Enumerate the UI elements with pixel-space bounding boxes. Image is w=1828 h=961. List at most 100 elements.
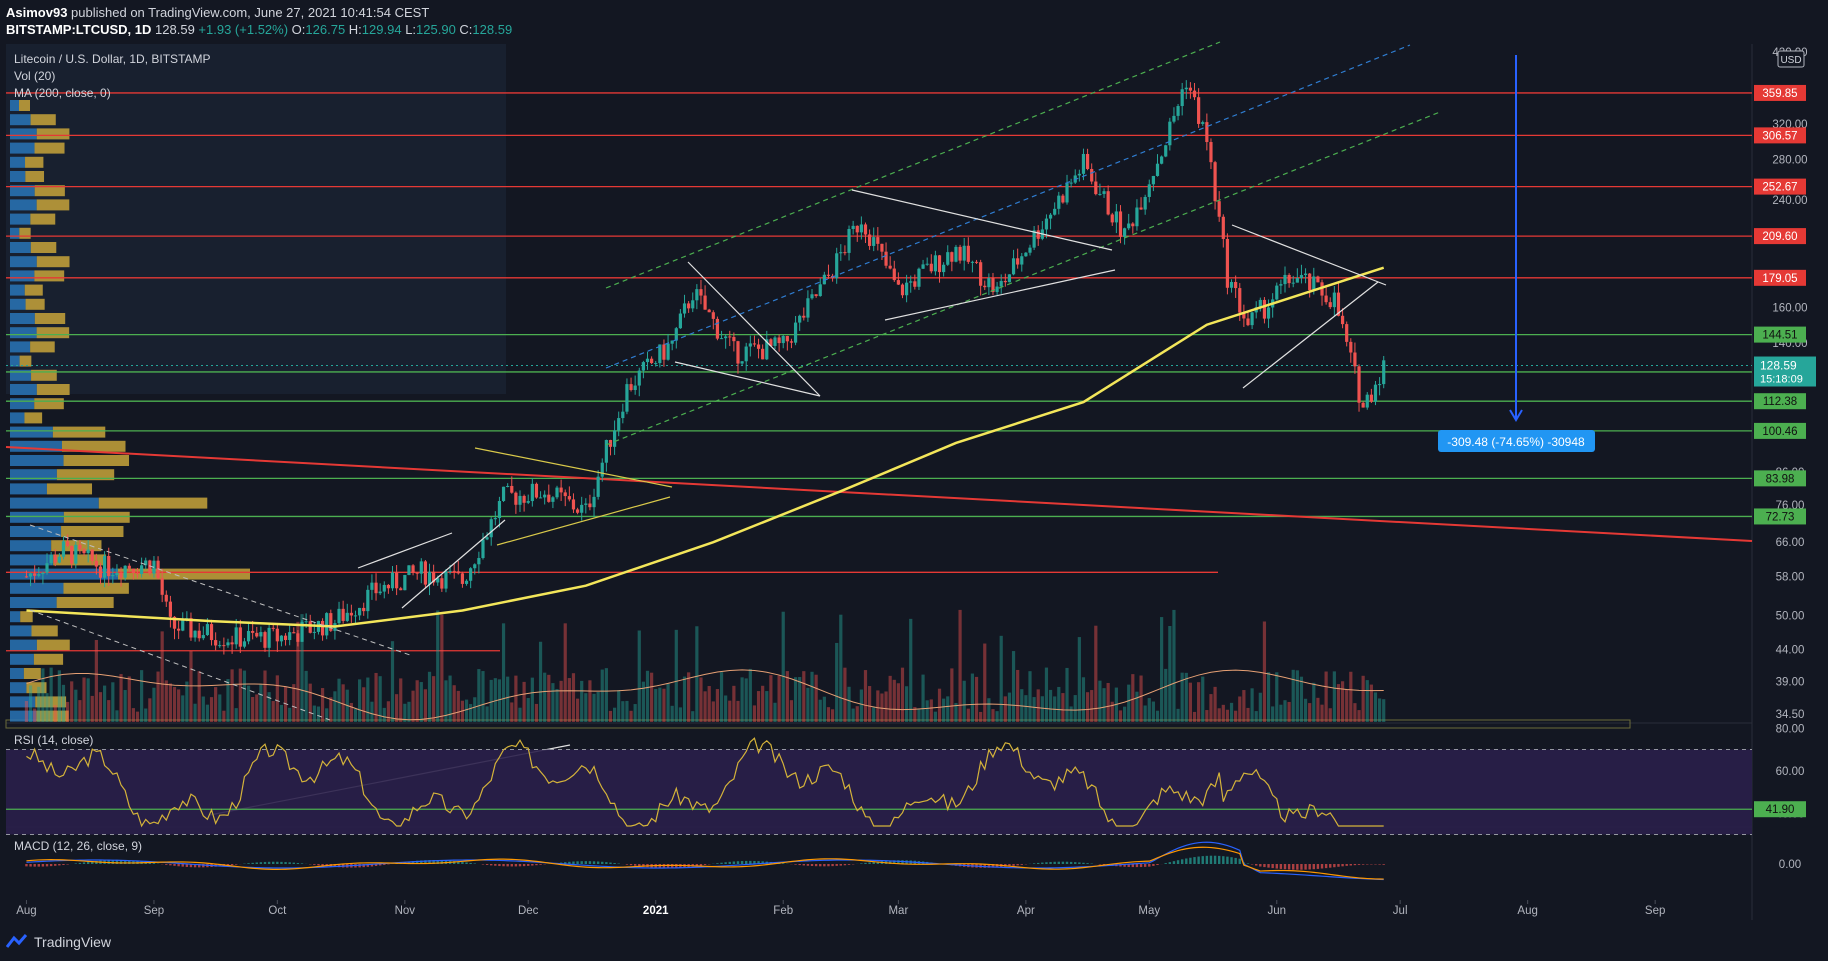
candle-body[interactable] bbox=[349, 612, 353, 616]
candle-body[interactable] bbox=[156, 560, 160, 579]
candle-body[interactable] bbox=[674, 328, 678, 341]
candle-body[interactable] bbox=[752, 343, 757, 345]
candle-body[interactable] bbox=[1024, 252, 1028, 257]
candle-body[interactable] bbox=[777, 337, 781, 344]
candle-body[interactable] bbox=[534, 483, 539, 498]
candle-body[interactable] bbox=[867, 234, 872, 246]
rsi-line[interactable] bbox=[26, 737, 1384, 828]
candle-body[interactable] bbox=[1188, 87, 1193, 91]
candle-body[interactable] bbox=[374, 582, 378, 594]
candle-body[interactable] bbox=[793, 322, 798, 343]
candle-body[interactable] bbox=[337, 608, 341, 624]
candle-body[interactable] bbox=[1069, 182, 1073, 184]
candle-body[interactable] bbox=[1176, 106, 1180, 116]
candle-body[interactable] bbox=[1147, 184, 1151, 197]
candle-body[interactable] bbox=[806, 298, 810, 318]
candle-body[interactable] bbox=[436, 578, 440, 583]
candle-body[interactable] bbox=[1340, 315, 1345, 325]
candle-body[interactable] bbox=[1209, 142, 1213, 163]
candle-body[interactable] bbox=[1081, 153, 1086, 174]
triangle-line[interactable] bbox=[851, 189, 1113, 251]
candle-body[interactable] bbox=[485, 537, 489, 540]
candle-body[interactable] bbox=[140, 565, 144, 574]
candle-body[interactable] bbox=[432, 571, 436, 583]
candle-body[interactable] bbox=[456, 571, 460, 574]
candle-body[interactable] bbox=[1279, 284, 1283, 286]
candle-body[interactable] bbox=[526, 501, 530, 503]
candle-body[interactable] bbox=[1316, 276, 1320, 283]
candle-body[interactable] bbox=[357, 607, 362, 616]
footer-brand[interactable]: TradingView bbox=[34, 934, 112, 950]
candle-body[interactable] bbox=[127, 565, 131, 569]
candle-body[interactable] bbox=[1172, 115, 1176, 122]
candle-body[interactable] bbox=[1127, 223, 1131, 229]
candle-body[interactable] bbox=[559, 487, 563, 493]
candle-body[interactable] bbox=[399, 588, 403, 591]
candle-body[interactable] bbox=[765, 339, 769, 360]
candle-body[interactable] bbox=[1201, 122, 1205, 124]
candle-body[interactable] bbox=[366, 589, 370, 612]
candle-body[interactable] bbox=[279, 635, 284, 642]
candle-body[interactable] bbox=[584, 503, 588, 505]
candle-body[interactable] bbox=[1007, 274, 1012, 283]
candle-body[interactable] bbox=[1266, 307, 1271, 319]
candle-body[interactable] bbox=[1028, 247, 1032, 253]
candle-body[interactable] bbox=[288, 632, 292, 641]
candle-body[interactable] bbox=[304, 621, 308, 623]
candle-body[interactable] bbox=[255, 632, 259, 637]
candle-body[interactable] bbox=[1336, 292, 1341, 316]
candle-body[interactable] bbox=[1287, 274, 1291, 284]
candle-body[interactable] bbox=[246, 630, 251, 642]
measure-label-box[interactable] bbox=[1438, 430, 1595, 452]
candle-body[interactable] bbox=[592, 496, 596, 508]
macd-signal-line[interactable] bbox=[26, 846, 1384, 880]
candle-body[interactable] bbox=[90, 549, 94, 561]
candle-body[interactable] bbox=[1345, 324, 1349, 342]
candle-body[interactable] bbox=[1003, 280, 1007, 283]
candle-body[interactable] bbox=[859, 224, 863, 233]
candle-body[interactable] bbox=[423, 561, 428, 585]
candle-body[interactable] bbox=[909, 281, 913, 283]
candle-body[interactable] bbox=[1275, 285, 1279, 300]
candle-body[interactable] bbox=[444, 571, 448, 589]
candle-body[interactable] bbox=[900, 284, 905, 296]
candle-body[interactable] bbox=[1205, 122, 1209, 143]
candle-body[interactable] bbox=[851, 225, 855, 230]
candle-body[interactable] bbox=[427, 571, 432, 585]
candle-body[interactable] bbox=[510, 485, 514, 493]
candle-body[interactable] bbox=[835, 253, 839, 279]
candle-body[interactable] bbox=[575, 509, 580, 513]
candle-body[interactable] bbox=[658, 344, 662, 364]
candle-body[interactable] bbox=[621, 411, 625, 419]
candle-body[interactable] bbox=[974, 261, 979, 263]
down-trend-line[interactable] bbox=[29, 524, 411, 656]
candle-body[interactable] bbox=[580, 504, 584, 513]
candle-body[interactable] bbox=[205, 624, 210, 636]
candle-body[interactable] bbox=[1213, 162, 1217, 202]
candle-body[interactable] bbox=[308, 621, 312, 633]
candle-body[interactable] bbox=[1020, 256, 1024, 265]
candle-body[interactable] bbox=[748, 343, 752, 347]
candle-body[interactable] bbox=[711, 312, 715, 319]
candle-body[interactable] bbox=[296, 633, 300, 642]
candle-body[interactable] bbox=[1110, 214, 1114, 223]
candle-body[interactable] bbox=[892, 268, 896, 281]
candle-body[interactable] bbox=[28, 573, 33, 577]
candle-body[interactable] bbox=[144, 560, 148, 566]
candle-body[interactable] bbox=[942, 264, 946, 273]
candle-body[interactable] bbox=[888, 265, 892, 269]
candle-body[interactable] bbox=[769, 339, 773, 346]
candle-body[interactable] bbox=[876, 237, 880, 244]
candle-body[interactable] bbox=[452, 570, 456, 572]
candle-body[interactable] bbox=[1332, 292, 1336, 308]
candle-body[interactable] bbox=[1164, 145, 1168, 157]
candle-body[interactable] bbox=[226, 642, 230, 646]
candle-body[interactable] bbox=[641, 362, 645, 371]
candle-body[interactable] bbox=[789, 341, 794, 343]
candle-body[interactable] bbox=[234, 627, 238, 645]
candle-body[interactable] bbox=[966, 245, 970, 262]
flag-line[interactable] bbox=[474, 447, 673, 488]
candle-body[interactable] bbox=[403, 574, 407, 591]
candle-body[interactable] bbox=[744, 346, 748, 362]
candle-body[interactable] bbox=[905, 282, 909, 296]
